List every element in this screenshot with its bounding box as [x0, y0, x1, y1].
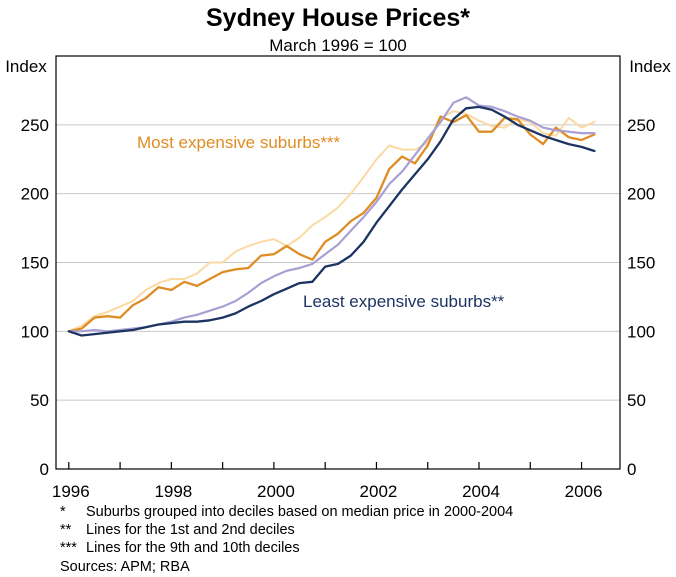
- x-tick-label: 2004: [462, 482, 500, 501]
- footnote-text: Lines for the 9th and 10th deciles: [86, 540, 300, 557]
- y-tick-label-left: 200: [21, 185, 49, 204]
- y-tick-label-left: 250: [21, 116, 49, 135]
- footnote-text: Lines for the 1st and 2nd deciles: [86, 522, 295, 539]
- y-tick-label-left: 0: [40, 460, 49, 479]
- series-lines: [67, 96, 596, 337]
- y-tick-label-left: 100: [21, 322, 49, 341]
- y-tick-label-right: 150: [627, 254, 655, 273]
- footnote-mark: *: [60, 504, 66, 520]
- sources-line: Sources: APM; RBA: [60, 558, 513, 576]
- annotation-least-expensive: Least expensive suburbs**: [303, 292, 505, 311]
- y-tick-label-left: 50: [30, 391, 49, 410]
- x-tick-label: 2002: [360, 482, 398, 501]
- y-tick-label-right: 200: [627, 185, 655, 204]
- x-tick-label: 1996: [52, 482, 90, 501]
- sources-text: Sources: APM; RBA: [60, 558, 190, 575]
- footnotes: * Suburbs grouped into deciles based on m…: [60, 503, 513, 576]
- footnote-mark: ***: [60, 540, 77, 557]
- y-tick-label-left: 150: [21, 254, 49, 273]
- gridlines: [56, 124, 620, 401]
- x-tick-label: 1998: [154, 482, 192, 501]
- series-line-bottom-decile: [67, 105, 596, 337]
- footnote-1: * Suburbs grouped into deciles based on m…: [60, 503, 513, 521]
- y-tick-label-right: 50: [627, 391, 646, 410]
- annotation-most-expensive: Most expensive suburbs***: [137, 133, 341, 152]
- x-tick-label: 2000: [257, 482, 295, 501]
- y-tick-label-right: 0: [627, 460, 636, 479]
- series-line-top-decile: [67, 110, 596, 333]
- x-tick-label: 2006: [565, 482, 603, 501]
- footnote-3: *** Lines for the 9th and 10th deciles: [60, 539, 513, 557]
- footnote-mark: **: [60, 522, 72, 539]
- y-tick-label-right: 250: [627, 116, 655, 135]
- y-axis-label-right: Index: [629, 57, 671, 76]
- y-axis-label-left: Index: [5, 57, 47, 76]
- footnote-2: ** Lines for the 1st and 2nd deciles: [60, 521, 513, 539]
- y-tick-label-right: 100: [627, 322, 655, 341]
- axis-ticks: 0 0 50 50 100 100 150 150 200 200 250 250 1996 1998 20…: [21, 116, 656, 501]
- plot-frame: [55, 55, 621, 470]
- chart-subtitle: March 1996 = 100: [269, 36, 407, 55]
- chart-title: Sydney House Prices*: [206, 4, 470, 32]
- footnote-text: Suburbs grouped into deciles based on me…: [86, 504, 514, 520]
